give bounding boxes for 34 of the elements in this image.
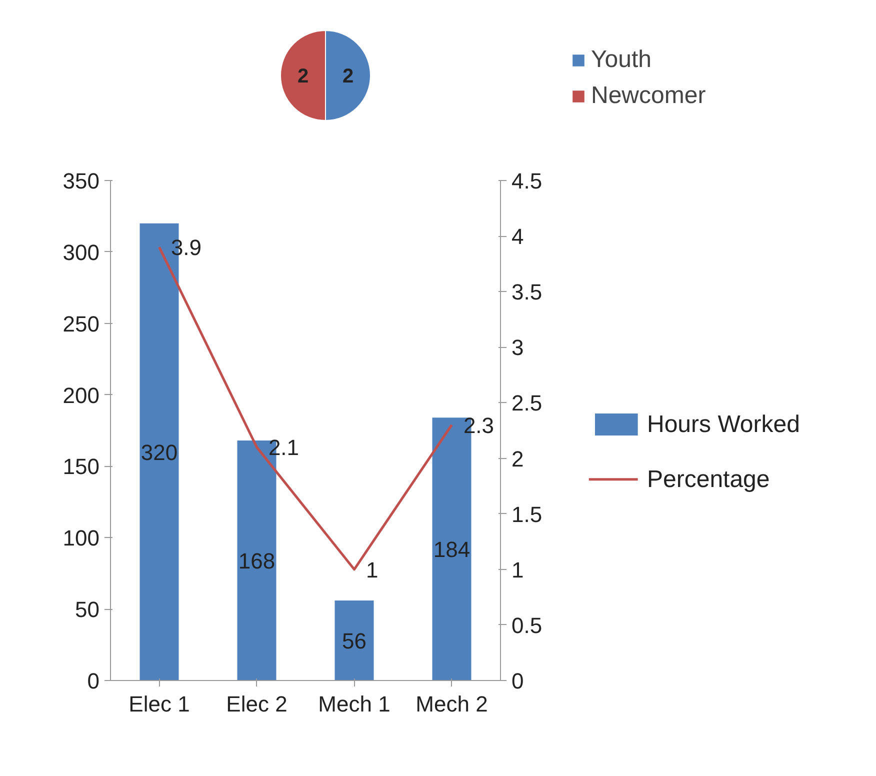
data-label: 184 <box>433 537 470 562</box>
y-tick-label: 150 <box>62 454 100 480</box>
y-tick-label: 0 <box>87 668 100 694</box>
legend-label: Youth <box>591 46 652 74</box>
y2-tick-label: 4.5 <box>512 168 542 194</box>
legend-label: Hours Worked <box>647 411 800 438</box>
y2-tick-label: 4 <box>512 224 524 250</box>
y2-tick-label: 3 <box>512 335 524 360</box>
data-label: 56 <box>342 628 366 654</box>
y-tick-label: 250 <box>62 311 100 336</box>
bar <box>334 600 374 680</box>
data-label: 2 <box>297 66 309 88</box>
data-label: 320 <box>140 440 178 465</box>
legend-label: Percentage <box>647 466 770 493</box>
y2-tick-label: 0.5 <box>512 612 542 638</box>
y-tick-label: 100 <box>62 526 100 551</box>
y2-tick-label: 0 <box>512 668 524 694</box>
y-tick-label: 350 <box>62 168 100 194</box>
x-tick-label: Elec 2 <box>226 692 288 716</box>
y2-tick-label: 1 <box>512 557 524 582</box>
y2-tick-label: 2.5 <box>512 390 542 416</box>
x-tick-label: Mech 1 <box>318 692 390 716</box>
x-tick-label: Elec 1 <box>128 692 190 716</box>
y-tick-label: 200 <box>62 382 100 408</box>
x-tick-label: Mech 2 <box>416 692 488 716</box>
y2-tick-label: 3.5 <box>512 280 542 305</box>
y-tick-label: 50 <box>75 597 100 622</box>
data-label: 2 <box>342 66 354 88</box>
data-label: 168 <box>238 548 276 574</box>
legend-label: Newcomer <box>591 82 706 110</box>
y-tick-label: 300 <box>62 240 100 265</box>
y2-tick-label: 2 <box>512 446 524 472</box>
y2-tick-label: 1.5 <box>512 502 542 527</box>
data-label: 1 <box>366 557 378 582</box>
